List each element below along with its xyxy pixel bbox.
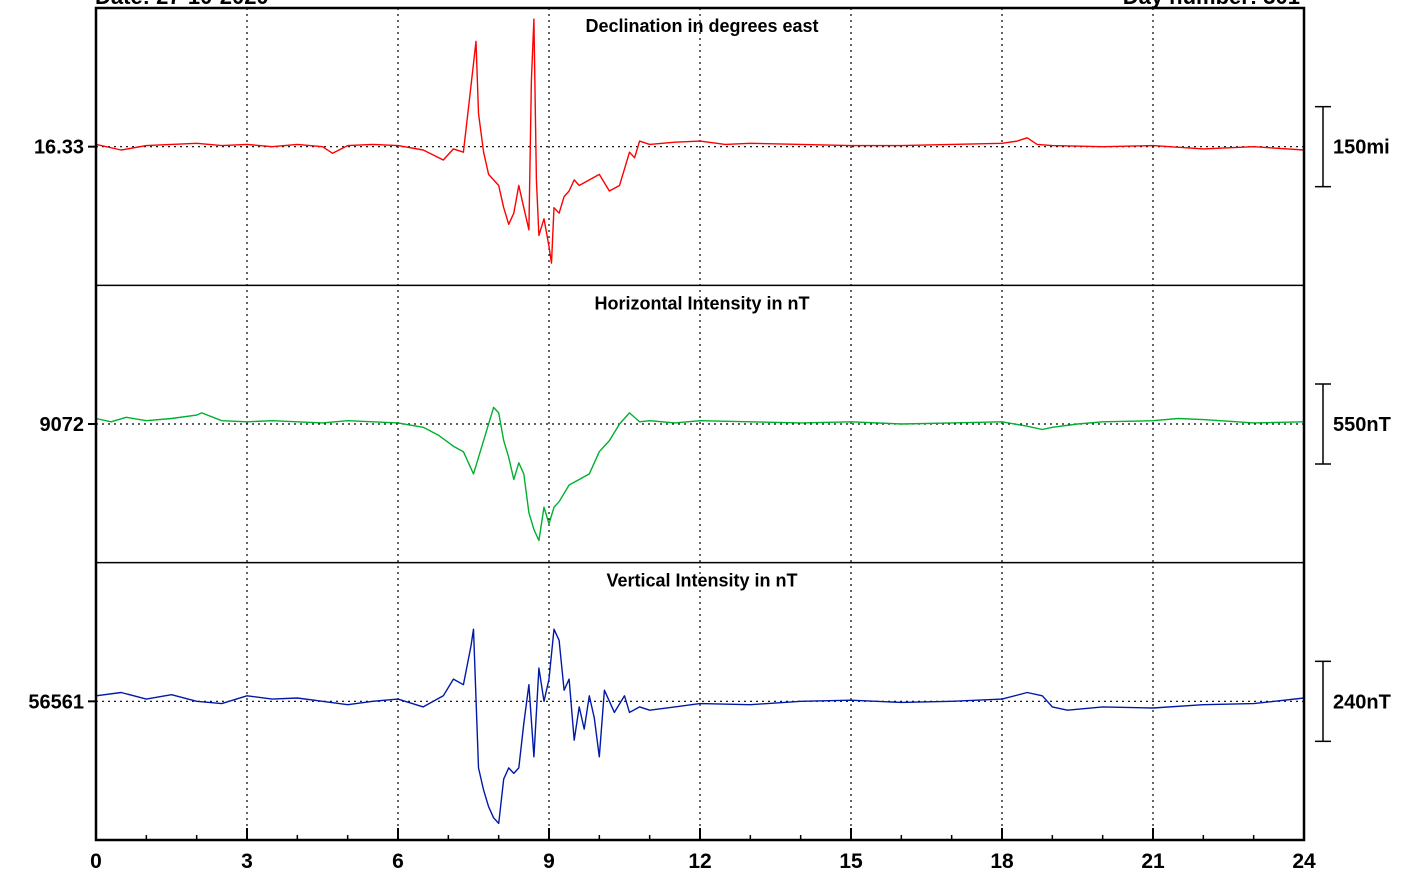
x-tick-label-12: 12 xyxy=(688,850,711,873)
scale-label: 150mi xyxy=(1333,137,1390,159)
scale-label: 240nT xyxy=(1333,691,1391,713)
baseline-label: 56561 xyxy=(28,691,84,713)
x-tick-label-24: 24 xyxy=(1292,850,1316,873)
scale-label: 550nT xyxy=(1333,414,1391,436)
series-line-horizontal xyxy=(95,406,1305,542)
panels-group: 16.33 Declination in degrees east 150mi 907… xyxy=(28,8,1391,840)
plot-frame xyxy=(94,6,1306,842)
x-tick-label-3: 3 xyxy=(241,850,253,873)
x-axis: 0 3 6 9 12 15 18 21 24 xyxy=(90,828,1316,873)
x-tick-label-6: 6 xyxy=(392,850,404,873)
x-tick-label-0: 0 xyxy=(90,850,102,873)
x-tick-label-15: 15 xyxy=(839,850,863,873)
baseline-label: 9072 xyxy=(40,414,85,436)
panel-vertical: 56561 Vertical Intensity in nT 240nT xyxy=(28,561,1391,825)
baseline-label: 16.33 xyxy=(34,137,84,159)
panel-horizontal: 9072 Horizontal Intensity in nT 550nT xyxy=(40,284,1391,542)
x-tick-label-9: 9 xyxy=(543,850,555,873)
series-line-vertical xyxy=(95,628,1305,825)
panel-title: Horizontal Intensity in nT xyxy=(595,293,810,313)
x-tick-label-18: 18 xyxy=(990,850,1014,873)
panel-title: Vertical Intensity in nT xyxy=(606,571,797,591)
day-number-label: Day number: 301 xyxy=(1123,0,1300,9)
date-label: Date: 27-10-2020 xyxy=(95,0,269,9)
panel-declination: 16.33 Declination in degrees east 150mi xyxy=(34,16,1390,264)
x-tick-label-21: 21 xyxy=(1141,850,1165,873)
panel-title: Declination in degrees east xyxy=(585,16,818,36)
series-line-declination xyxy=(95,18,1305,264)
